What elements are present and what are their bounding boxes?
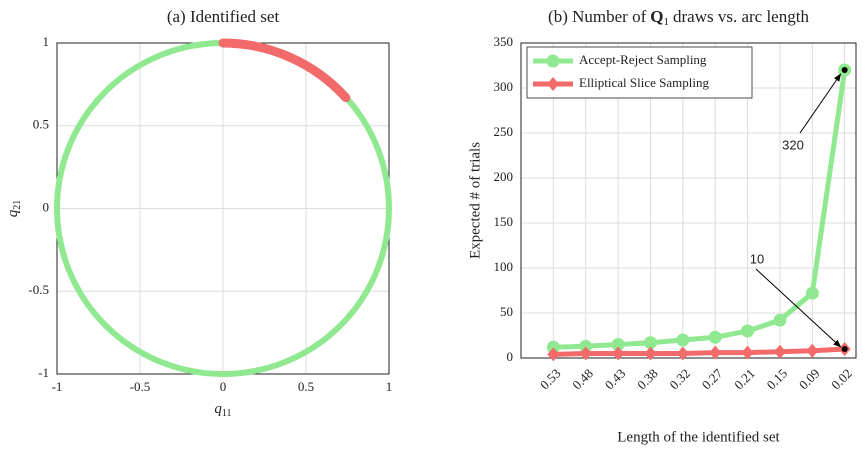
x-tick-label: 0.48 bbox=[569, 366, 596, 393]
annotation-point bbox=[841, 67, 848, 73]
y-tick-label: 150 bbox=[494, 214, 514, 229]
annotation-text: 320 bbox=[782, 137, 804, 152]
marker bbox=[611, 338, 625, 351]
marker bbox=[741, 324, 755, 338]
marker bbox=[806, 343, 819, 358]
y-axis-label: Expected # of trials bbox=[467, 142, 483, 259]
marker bbox=[579, 339, 593, 353]
annotation-text: 10 bbox=[750, 251, 764, 266]
x-tick-label: 0.53 bbox=[537, 366, 564, 393]
y-tick-label: 300 bbox=[494, 79, 514, 94]
marker bbox=[579, 346, 592, 361]
marker bbox=[741, 345, 754, 360]
y-tick-label: 50 bbox=[500, 304, 513, 319]
y-tick-label: 0 bbox=[507, 349, 514, 364]
x-tick-label: 0.09 bbox=[796, 366, 823, 393]
y-tick-label: 0.5 bbox=[33, 117, 49, 132]
marker bbox=[805, 286, 819, 300]
marker bbox=[676, 333, 690, 347]
chart-title: (b) Number of Q1 draws vs. arc length bbox=[548, 7, 809, 28]
marker bbox=[644, 346, 657, 361]
y-axis-label: q21 bbox=[5, 200, 23, 218]
y-axis-label-main: q bbox=[5, 209, 21, 217]
x-axis-label: Length of the identified set bbox=[617, 429, 780, 445]
annotation-point bbox=[841, 346, 848, 352]
highlight-arc bbox=[218, 38, 351, 103]
title-part: draws vs. arc length bbox=[673, 7, 809, 26]
title-part: Q bbox=[650, 7, 663, 26]
x-tick-label: 0.21 bbox=[731, 366, 758, 393]
series-line bbox=[553, 69, 848, 350]
x-tick-label: 0.38 bbox=[634, 366, 661, 393]
x-tick-label: 0.5 bbox=[298, 379, 314, 394]
x-axis-label-sub: 11 bbox=[222, 408, 232, 419]
x-tick-label: 1 bbox=[386, 379, 393, 394]
y-tick-label: 200 bbox=[494, 169, 514, 184]
legend-label: Accept-Reject Sampling bbox=[579, 52, 707, 67]
y-tick-label: 0 bbox=[43, 199, 50, 214]
title-part: (b) Number of bbox=[548, 7, 647, 26]
marker bbox=[773, 313, 787, 327]
x-axis-label-main: q bbox=[214, 401, 222, 417]
x-tick-label: 0.02 bbox=[828, 366, 855, 393]
axes-box bbox=[520, 42, 857, 359]
legend-box bbox=[526, 46, 753, 99]
x-tick-label: -0.5 bbox=[130, 379, 151, 394]
y-tick-label: 350 bbox=[494, 34, 514, 49]
marker bbox=[643, 336, 657, 350]
y-axis-label-sub: 21 bbox=[12, 200, 23, 210]
marker bbox=[612, 346, 625, 361]
x-axis-label: q11 bbox=[214, 401, 231, 419]
x-tick-label: 0.27 bbox=[699, 365, 726, 392]
chart-title: (a) Identified set bbox=[167, 7, 280, 26]
y-tick-label: 250 bbox=[494, 124, 514, 139]
marker bbox=[547, 77, 559, 91]
x-tick-label: 0.32 bbox=[666, 366, 693, 393]
marker bbox=[547, 347, 560, 362]
y-tick-label: 1 bbox=[43, 34, 50, 49]
marker bbox=[709, 345, 722, 360]
x-tick-label: 0 bbox=[220, 379, 227, 394]
marker bbox=[773, 344, 786, 359]
annotation-arrow bbox=[755, 268, 842, 348]
marker bbox=[708, 330, 722, 344]
y-tick-label: 100 bbox=[494, 259, 514, 274]
marker bbox=[546, 340, 560, 354]
x-tick-label: -1 bbox=[52, 379, 63, 394]
marker bbox=[676, 346, 689, 361]
series-line bbox=[553, 346, 845, 357]
x-tick-label: 0.15 bbox=[763, 366, 790, 393]
y-tick-label: -0.5 bbox=[28, 282, 49, 297]
legend-label: Elliptical Slice Sampling bbox=[579, 75, 709, 90]
annotation-arrow bbox=[799, 73, 842, 134]
x-tick-label: 0.43 bbox=[602, 366, 629, 393]
marker bbox=[546, 54, 560, 68]
title-part: 1 bbox=[663, 16, 669, 28]
y-tick-label: -1 bbox=[38, 365, 49, 380]
